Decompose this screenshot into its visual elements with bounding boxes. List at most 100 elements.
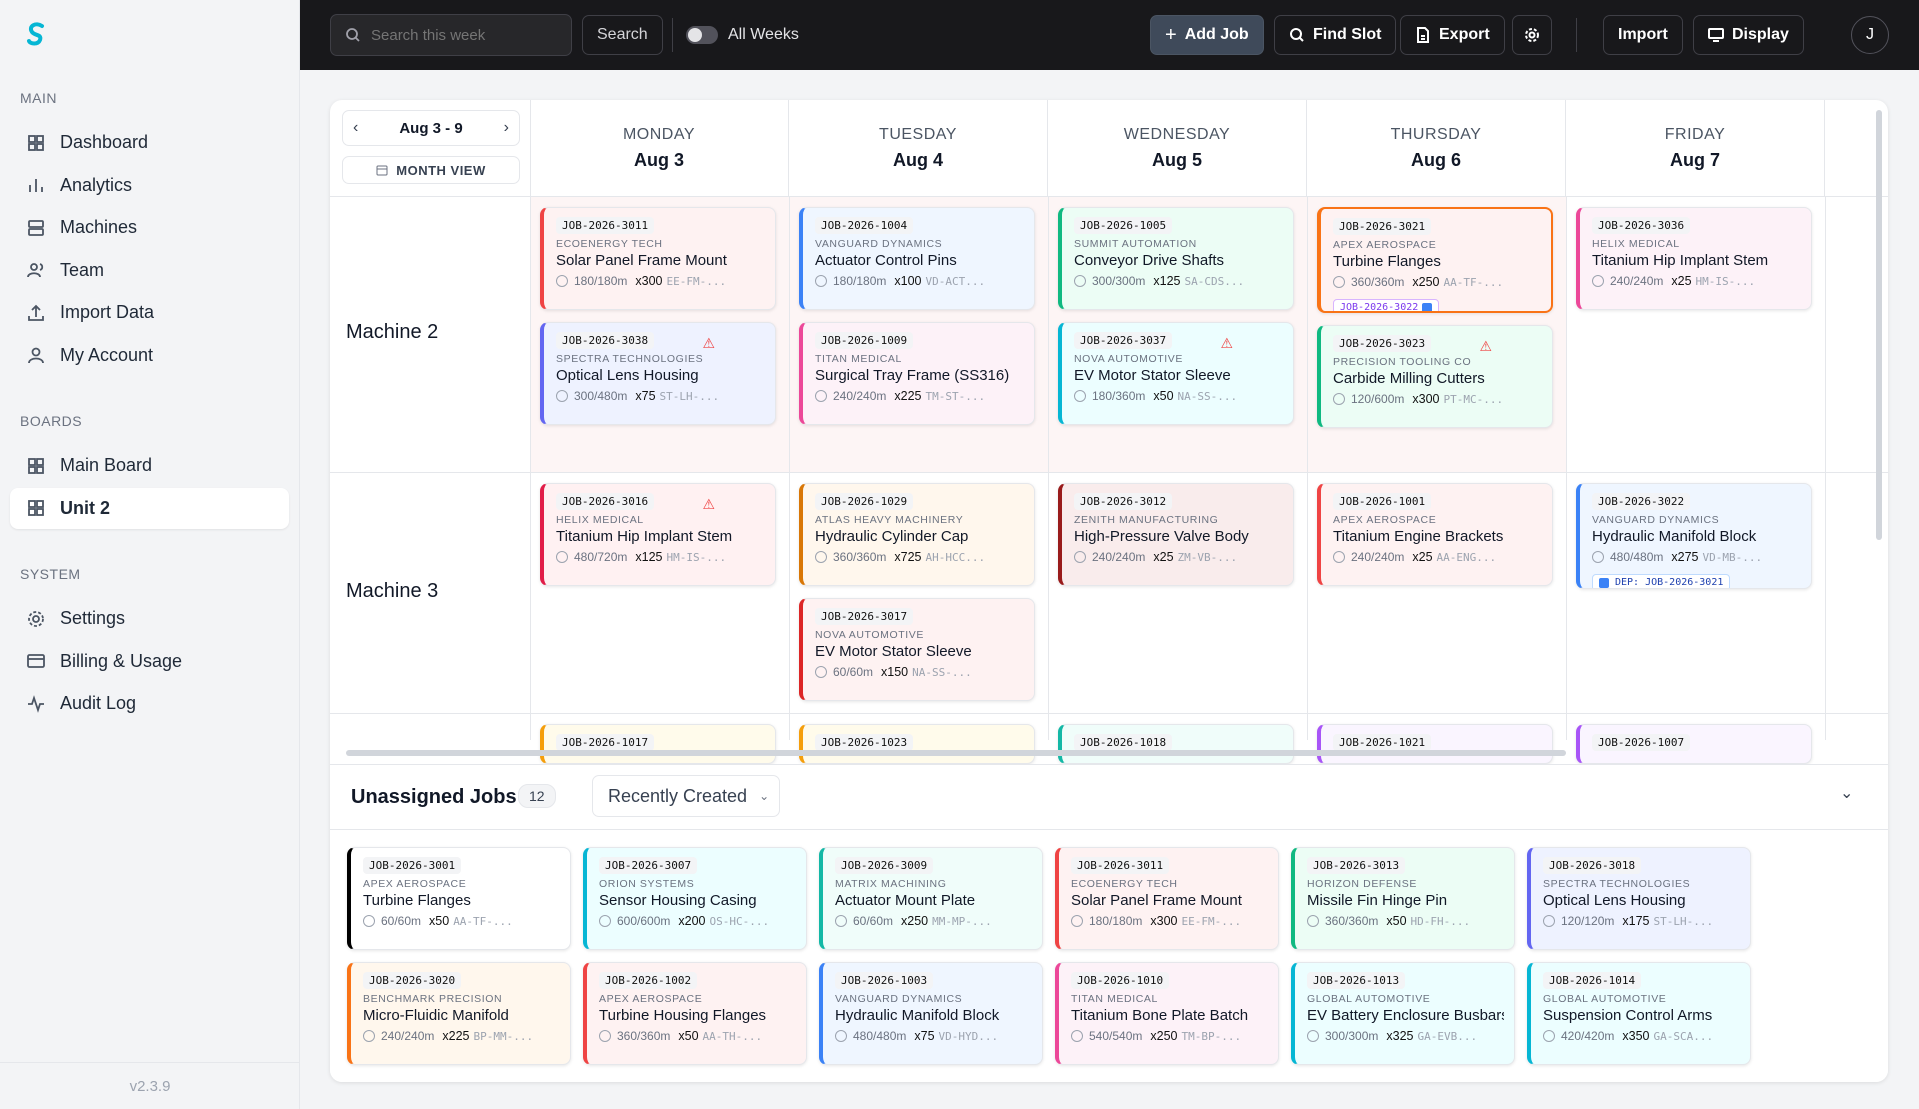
month-view-button[interactable]: MONTH VIEW — [342, 156, 520, 184]
job-card[interactable]: JOB-2026-3017 NOVA AUTOMOTIVE EV Motor Sta… — [799, 598, 1035, 701]
job-id: JOB-2026-1014 — [1543, 972, 1642, 989]
import-button[interactable]: Import — [1603, 15, 1683, 55]
job-card[interactable]: JOB-2026-3022 VANGUARD DYNAMICS Hydraulic … — [1576, 483, 1812, 589]
job-card[interactable]: JOB-2026-1007 — [1576, 724, 1812, 764]
job-id: JOB-2026-3007 — [599, 857, 698, 874]
all-weeks-toggle[interactable] — [686, 26, 718, 44]
gear-icon — [1525, 28, 1539, 42]
job-meta: 240/240m x25 HM-IS-... — [1592, 274, 1801, 288]
job-company: ZENITH MANUFACTURING — [1074, 514, 1219, 526]
sidebar-item-billing-usage[interactable]: Billing & Usage — [10, 641, 289, 682]
job-card[interactable]: JOB-2026-3012 ZENITH MANUFACTURING High-Pr… — [1058, 483, 1294, 586]
search-box[interactable] — [330, 14, 572, 56]
job-card[interactable]: JOB-2026-1014 GLOBAL AUTOMOTIVE Suspension… — [1527, 962, 1751, 1065]
job-id: JOB-2026-1005 — [1074, 217, 1173, 234]
clock-icon — [599, 1030, 611, 1042]
app-logo-icon[interactable] — [22, 20, 50, 48]
clock-icon — [815, 390, 827, 402]
sidebar-item-analytics[interactable]: Analytics — [10, 165, 289, 206]
job-qty: x200 — [678, 914, 706, 928]
job-sku: ZM-VB-... — [1177, 550, 1238, 564]
job-card[interactable]: JOB-2026-3037 ⚠ NOVA AUTOMOTIVE EV Motor St… — [1058, 322, 1294, 425]
job-card[interactable]: JOB-2026-1021 — [1317, 724, 1553, 764]
job-card[interactable]: JOB-2026-3011 ECOENERGY TECH Solar Panel F… — [540, 207, 776, 310]
next-week-icon[interactable]: › — [503, 119, 509, 136]
job-card[interactable]: JOB-2026-1009 TITAN MEDICAL Surgical Tray … — [799, 322, 1035, 425]
job-time: 360/360m — [1325, 914, 1379, 928]
day-header: FRIDAY Aug 7 — [1566, 100, 1825, 196]
job-card[interactable]: JOB-2026-3009 MATRIX MACHINING Actuator Mo… — [819, 847, 1043, 950]
job-card[interactable]: JOB-2026-1017 — [540, 724, 776, 764]
job-card[interactable]: JOB-2026-1003 VANGUARD DYNAMICS Hydraulic … — [819, 962, 1043, 1065]
job-card[interactable]: JOB-2026-3020 BENCHMARK PRECISION Micro-Fl… — [347, 962, 571, 1065]
job-id: JOB-2026-1029 — [815, 493, 914, 510]
search-input[interactable] — [371, 26, 561, 44]
sidebar-item-machines[interactable]: Machines — [10, 207, 289, 248]
sidebar-item-unit-2[interactable]: Unit 2 — [10, 487, 289, 529]
sidebar-item-audit-log[interactable]: Audit Log — [10, 683, 289, 724]
job-card[interactable]: JOB-2026-3001 APEX AEROSPACE Turbine Flang… — [347, 847, 571, 950]
job-sku: PT-MC-... — [1443, 392, 1504, 406]
job-title: Actuator Control Pins — [815, 252, 957, 269]
collapse-chevron-icon[interactable]: ⌄ — [1840, 785, 1854, 802]
job-card[interactable]: JOB-2026-1004 VANGUARD DYNAMICS Actuator C… — [799, 207, 1035, 310]
settings-button[interactable] — [1512, 15, 1552, 55]
horizontal-scrollbar[interactable] — [346, 750, 1566, 756]
job-card[interactable]: JOB-2026-1023 — [799, 724, 1035, 764]
find-slot-button[interactable]: Find Slot — [1274, 15, 1397, 55]
add-job-button[interactable]: + Add Job — [1150, 15, 1264, 55]
job-time: 240/240m — [1351, 550, 1405, 564]
job-id: JOB-2026-3017 — [815, 608, 914, 625]
job-card[interactable]: JOB-2026-3016 ⚠ HELIX MEDICAL Titanium Hip … — [540, 483, 776, 586]
display-button[interactable]: Display — [1693, 15, 1804, 55]
job-card[interactable]: JOB-2026-3038 ⚠ SPECTRA TECHNOLOGIES Optica… — [540, 322, 776, 425]
job-card[interactable]: JOB-2026-3021 APEX AEROSPACE Turbine Flang… — [1317, 207, 1553, 313]
header-divider — [330, 196, 1888, 197]
job-card[interactable]: JOB-2026-3013 HORIZON DEFENSE Missile Fin … — [1291, 847, 1515, 950]
job-card[interactable]: JOB-2026-3036 HELIX MEDICAL Titanium Hip I… — [1576, 207, 1812, 310]
sidebar-item-dashboard[interactable]: Dashboard — [10, 122, 289, 163]
sort-select[interactable]: Recently Created ⌄ — [592, 775, 780, 817]
toggle-divider — [672, 18, 673, 52]
sidebar-item-main-board[interactable]: Main Board — [10, 445, 289, 486]
credit-card-icon — [27, 654, 45, 668]
job-title: EV Motor Stator Sleeve — [1074, 367, 1231, 384]
job-company: VANGUARD DYNAMICS — [1592, 514, 1720, 526]
row-divider — [330, 472, 1888, 473]
grid-icon — [28, 500, 44, 516]
job-card[interactable]: JOB-2026-1005 SUMMIT AUTOMATION Conveyor D… — [1058, 207, 1294, 310]
job-card[interactable]: JOB-2026-1002 APEX AEROSPACE Turbine Housi… — [583, 962, 807, 1065]
vertical-scrollbar[interactable] — [1876, 110, 1882, 540]
file-icon — [1417, 27, 1429, 43]
job-company: SPECTRA TECHNOLOGIES — [1543, 878, 1691, 890]
sidebar-item-settings[interactable]: Settings — [10, 598, 289, 639]
job-card[interactable]: JOB-2026-1013 GLOBAL AUTOMOTIVE EV Battery… — [1291, 962, 1515, 1065]
linked-job-badge[interactable]: JOB-2026-3022 — [1333, 299, 1440, 311]
job-card[interactable]: JOB-2026-3007 ORION SYSTEMS Sensor Housing… — [583, 847, 807, 950]
job-company: VANGUARD DYNAMICS — [815, 238, 943, 250]
sidebar-item-team[interactable]: Team — [10, 250, 289, 291]
grid-icon — [28, 457, 44, 474]
prev-week-icon[interactable]: ‹ — [353, 119, 359, 136]
avatar[interactable]: J — [1851, 16, 1889, 54]
job-title: Solar Panel Frame Mount — [556, 252, 727, 269]
job-title: Missile Fin Hinge Pin — [1307, 892, 1448, 909]
week-nav: ‹ Aug 3 - 9 › — [342, 110, 520, 146]
app-version: v2.3.9 — [129, 1078, 171, 1095]
job-card[interactable]: JOB-2026-1029 ATLAS HEAVY MACHINERY Hydrau… — [799, 483, 1035, 586]
dependency-badge[interactable]: DEP: JOB-2026-3021 — [1592, 574, 1731, 588]
sidebar-item-import-data[interactable]: Import Data — [10, 292, 289, 333]
job-card[interactable]: JOB-2026-3011 ECOENERGY TECH Solar Panel F… — [1055, 847, 1279, 950]
job-card[interactable]: JOB-2026-3023 ⚠ PRECISION TOOLING CO Carbid… — [1317, 325, 1553, 428]
search-button[interactable]: Search — [582, 15, 663, 55]
job-id: JOB-2026-1023 — [815, 734, 914, 751]
job-card[interactable]: JOB-2026-1018 — [1058, 724, 1294, 764]
job-card[interactable]: JOB-2026-3018 SPECTRA TECHNOLOGIES Optical… — [1527, 847, 1751, 950]
sidebar-item-my-account[interactable]: My Account — [10, 335, 289, 376]
job-qty: x175 — [1622, 914, 1650, 928]
job-card[interactable]: JOB-2026-1001 APEX AEROSPACE Titanium Engi… — [1317, 483, 1553, 586]
job-card[interactable]: JOB-2026-1010 TITAN MEDICAL Titanium Bone … — [1055, 962, 1279, 1065]
export-button[interactable]: Export — [1400, 15, 1505, 55]
job-meta: 120/120m x175 ST-LH-... — [1543, 914, 1740, 928]
job-id: JOB-2026-1013 — [1307, 972, 1406, 989]
